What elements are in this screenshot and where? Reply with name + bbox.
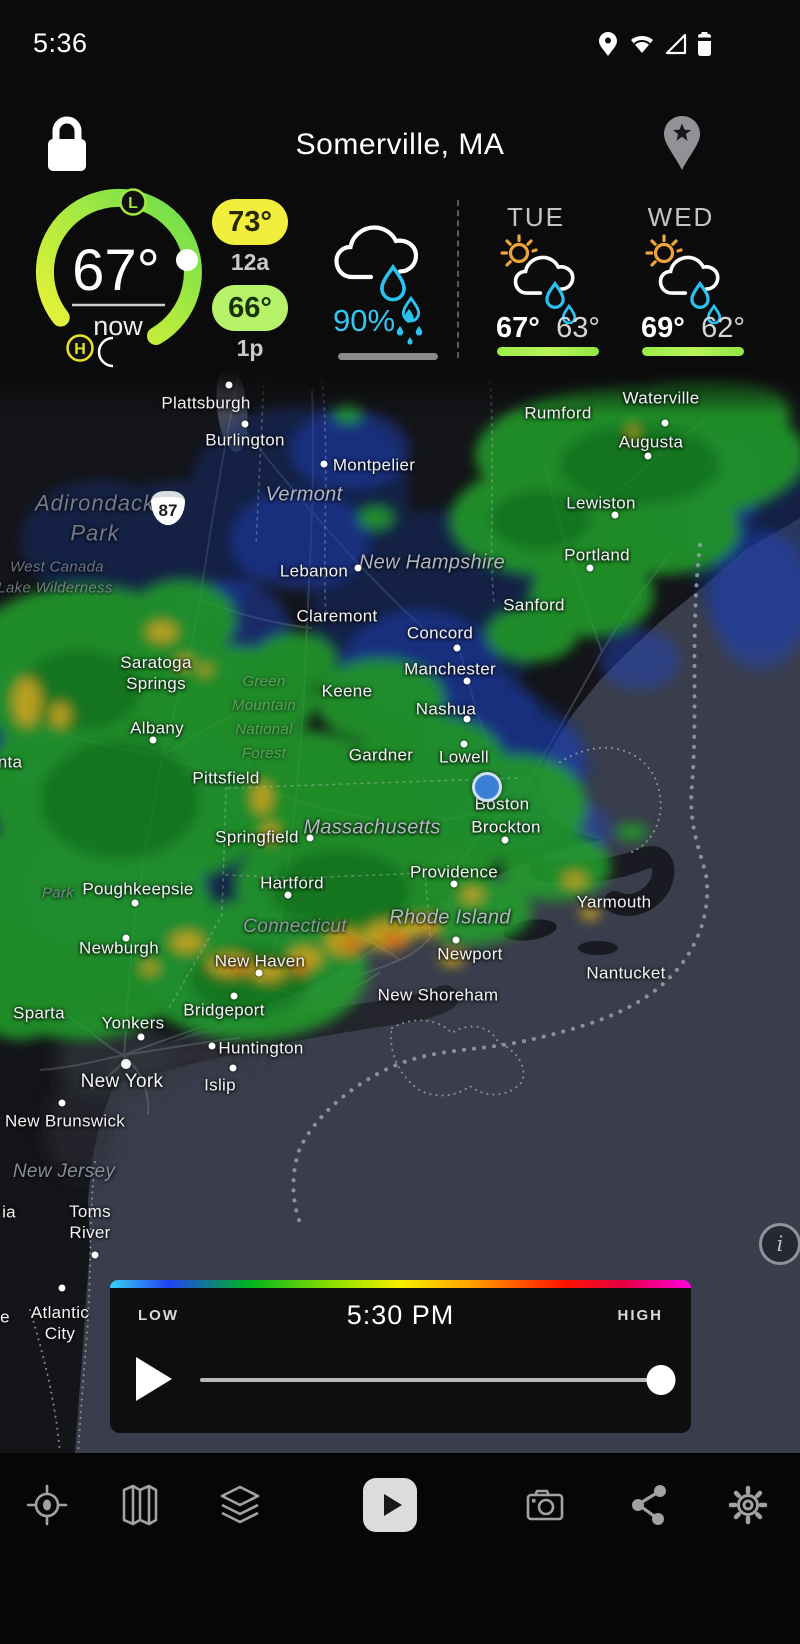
interstate-87-shield: 87 bbox=[151, 491, 185, 525]
moon-icon bbox=[97, 336, 114, 368]
top-section: 5:36 bbox=[0, 0, 800, 372]
section-divider bbox=[457, 200, 459, 358]
high-temp: 67° bbox=[496, 312, 540, 344]
timeline-slider[interactable] bbox=[200, 1378, 661, 1382]
intensity-gradient-bar bbox=[110, 1280, 691, 1288]
radar-map[interactable] bbox=[0, 370, 800, 1453]
hour-pill-1-time: 12a bbox=[230, 249, 270, 275]
temp-gauge: L H 67° now bbox=[35, 188, 202, 368]
location-title: Somerville, MA bbox=[295, 128, 505, 161]
timeline-slider-thumb[interactable] bbox=[646, 1365, 676, 1395]
low-temp: 63° bbox=[556, 312, 600, 344]
map-top-fade bbox=[0, 370, 800, 416]
precip-percent: 90% bbox=[332, 303, 396, 338]
location-icon bbox=[599, 32, 617, 56]
radar-timeline-panel: LOW 5:30 PM HIGH bbox=[110, 1280, 691, 1433]
play-button[interactable] bbox=[136, 1357, 172, 1401]
share-button[interactable] bbox=[626, 1481, 674, 1529]
settings-button[interactable] bbox=[724, 1481, 772, 1529]
sun-rain-cloud-icon bbox=[489, 226, 583, 324]
high-marker: H bbox=[74, 341, 86, 358]
day-temp-bar bbox=[642, 347, 744, 356]
hour-pill-2: 66° bbox=[212, 285, 288, 331]
low-temp: 62° bbox=[701, 312, 745, 344]
ocean bbox=[75, 518, 800, 1453]
locate-button[interactable] bbox=[23, 1481, 71, 1529]
sun-rain-cloud-icon bbox=[634, 226, 728, 324]
day-label: TUE bbox=[507, 202, 565, 232]
status-time: 5:36 bbox=[33, 28, 88, 58]
raindrops-icon bbox=[396, 308, 423, 345]
day-label: WED bbox=[647, 202, 715, 232]
battery-icon bbox=[698, 32, 711, 56]
wifi-icon bbox=[631, 35, 653, 53]
bottom-toolbar bbox=[0, 1453, 800, 1644]
precip-underline bbox=[338, 353, 438, 360]
cellular-signal-icon bbox=[665, 33, 687, 55]
map-style-button[interactable] bbox=[116, 1481, 164, 1529]
camera-button[interactable] bbox=[521, 1481, 569, 1529]
high-temp: 69° bbox=[641, 312, 685, 344]
high-intensity-label: HIGH bbox=[617, 1307, 663, 1324]
current-temp: 67° bbox=[72, 238, 160, 303]
low-marker: L bbox=[128, 195, 138, 212]
status-bar: 5:36 bbox=[0, 0, 800, 80]
gauge-position-dot bbox=[176, 249, 198, 271]
hour-pill-1: 73° bbox=[212, 199, 288, 245]
layers-button[interactable] bbox=[216, 1481, 264, 1529]
current-location-dot bbox=[472, 772, 502, 802]
lock-icon[interactable] bbox=[44, 112, 90, 174]
info-button[interactable]: i bbox=[759, 1223, 800, 1265]
header: Somerville, MA bbox=[0, 104, 800, 184]
radar-precipitation bbox=[0, 374, 800, 1040]
day-temp-bar bbox=[497, 347, 599, 356]
timeline-time: 5:30 PM bbox=[346, 1300, 455, 1330]
now-label: now bbox=[93, 311, 143, 341]
play-mode-button-active[interactable] bbox=[363, 1478, 417, 1532]
play-icon bbox=[383, 1494, 402, 1516]
favorite-location-pin-icon[interactable] bbox=[660, 114, 704, 174]
hour-pill-2-time: 1p bbox=[236, 335, 264, 361]
maritime-borders bbox=[29, 543, 710, 1453]
low-intensity-label: LOW bbox=[138, 1307, 179, 1324]
